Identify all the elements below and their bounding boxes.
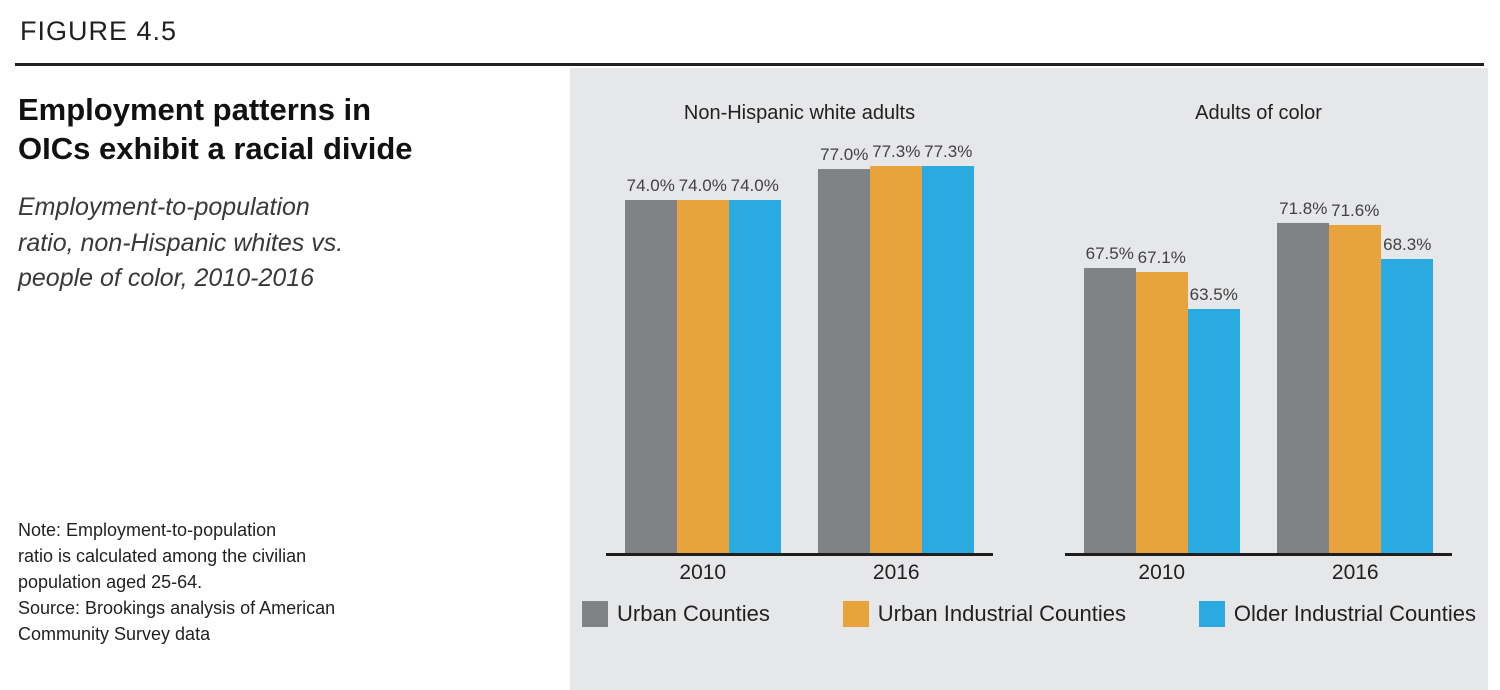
bar-slot-older-industrial-counties-2016: 68.3% (1381, 235, 1434, 553)
bar-urban-industrial-counties (676, 200, 729, 553)
bar-value-label: 71.8% (1279, 199, 1328, 218)
divider-rule (15, 63, 1484, 66)
bar-value-label: 74.0% (678, 176, 727, 195)
bar-value-label: 67.5% (1085, 244, 1134, 263)
bar-group-2010: 74.0% 74.0% 74.0% (624, 176, 781, 553)
legend-item-urban-counties: Urban Counties (582, 601, 770, 627)
note-line-1: Note: Employment-to-population (18, 520, 277, 540)
chart-subtitle: Employment-to-population ratio, non-Hisp… (18, 190, 563, 297)
bar-urban-industrial-counties (870, 166, 923, 553)
plot-area: 74.0% 74.0% 74.0% 77.0% 77.3% 77.3% (606, 141, 993, 556)
bar-slot-urban-counties-2010: 74.0% (624, 176, 677, 553)
note-line-2: ratio is calculated among the civilian (18, 545, 307, 566)
source-line-1: Source: Brookings analysis of American (18, 597, 336, 618)
bar-slot-urban-counties-2016: 77.0% (818, 145, 871, 553)
note-line-3: population aged 25-64. (18, 571, 203, 592)
bar-value-label: 74.0% (626, 176, 675, 195)
legend-item-older-industrial-counties: Older Industrial Counties (1198, 601, 1476, 627)
legend-label: Urban Counties (617, 601, 770, 626)
legend-swatch-older-industrial-counties (1198, 601, 1225, 627)
chart-headline-line-2: OICs exhibit a racial divide (18, 131, 413, 167)
chart-non-hispanic-white-adults: Non-Hispanic white adults 74.0% 74.0% 74.0… (570, 102, 1029, 585)
bar-urban-counties (624, 200, 677, 553)
bar-slot-urban-industrial-counties-2016: 71.6% (1329, 201, 1382, 553)
bar-slot-urban-counties-2016: 71.8% (1277, 199, 1330, 553)
bar-value-label: 77.0% (820, 145, 869, 164)
bar-older-industrial-counties (728, 200, 781, 553)
bar-older-industrial-counties (1381, 259, 1434, 553)
bar-older-industrial-counties (1187, 309, 1240, 553)
bar-value-label: 77.3% (872, 142, 921, 161)
bar-value-label: 67.1% (1137, 248, 1186, 267)
bar-urban-industrial-counties (1329, 225, 1382, 553)
bar-slot-older-industrial-counties-2010: 74.0% (728, 176, 781, 553)
bar-value-label: 63.5% (1189, 285, 1238, 304)
legend-label: Urban Industrial Counties (877, 601, 1126, 626)
x-tick-label: 2010 (679, 561, 727, 584)
chart-title: Adults of color (1195, 102, 1322, 124)
left-panel: Employment patterns in OICs exhibit a ra… (18, 90, 563, 297)
bar-slot-older-industrial-counties-2010: 63.5% (1187, 285, 1240, 553)
bar-slot-older-industrial-counties-2016: 77.3% (922, 142, 975, 553)
plot-area: 67.5% 67.1% 63.5% 71.8% 71.6% 68.3% (1065, 141, 1452, 556)
x-tick-label: 2010 (1138, 561, 1186, 584)
chart-headline-line-1: Employment patterns in (18, 92, 372, 127)
bar-value-label: 74.0% (730, 176, 779, 195)
bar-value-label: 77.3% (924, 142, 973, 161)
x-axis: 2010 2016 (606, 556, 993, 585)
chart-adults-of-color: Adults of color 67.5% 67.1% 63.5% 71.8% 71.6… (1029, 102, 1488, 585)
x-tick-label: 2016 (1331, 561, 1379, 584)
x-tick-label: 2016 (872, 561, 920, 584)
bar-urban-industrial-counties (1135, 272, 1188, 553)
bar-urban-counties (1277, 223, 1330, 553)
chart-subtitle-line-1: Employment-to-population (18, 193, 310, 222)
chart-headline: Employment patterns in OICs exhibit a ra… (18, 90, 563, 168)
bar-urban-counties (1083, 268, 1136, 553)
chart-panel: Non-Hispanic white adults 74.0% 74.0% 74.0… (570, 68, 1488, 690)
bar-older-industrial-counties (922, 166, 975, 553)
source-line-2: Community Survey data (18, 623, 211, 644)
figure-label: FIGURE 4.5 (20, 16, 178, 46)
bar-group-2016: 77.0% 77.3% 77.3% (818, 142, 975, 553)
notes-block: Note: Employment-to-population ratio is … (18, 518, 335, 648)
bar-slot-urban-industrial-counties-2016: 77.3% (870, 142, 923, 553)
bar-value-label: 71.6% (1331, 201, 1380, 220)
x-axis: 2010 2016 (1065, 556, 1452, 585)
chart-subtitle-line-2: ratio, non-Hispanic whites vs. (18, 228, 344, 257)
chart-title: Non-Hispanic white adults (683, 102, 916, 124)
bar-value-label: 68.3% (1383, 235, 1432, 254)
legend-swatch-urban-counties (582, 601, 608, 627)
bar-slot-urban-industrial-counties-2010: 74.0% (676, 176, 729, 553)
chart-subtitle-line-3: people of color, 2010-2016 (18, 264, 315, 293)
legend-swatch-urban-industrial-counties (842, 601, 869, 627)
legend: Urban Counties Urban Industrial Counties O… (570, 601, 1488, 627)
bar-slot-urban-counties-2010: 67.5% (1083, 244, 1136, 553)
legend-item-urban-industrial-counties: Urban Industrial Counties (842, 601, 1126, 627)
charts-row: Non-Hispanic white adults 74.0% 74.0% 74.0… (570, 68, 1488, 585)
bar-group-2010: 67.5% 67.1% 63.5% (1083, 244, 1240, 553)
legend-label: Older Industrial Counties (1233, 601, 1476, 626)
bar-group-2016: 71.8% 71.6% 68.3% (1277, 199, 1434, 553)
bar-urban-counties (818, 169, 871, 553)
bar-slot-urban-industrial-counties-2010: 67.1% (1135, 248, 1188, 553)
